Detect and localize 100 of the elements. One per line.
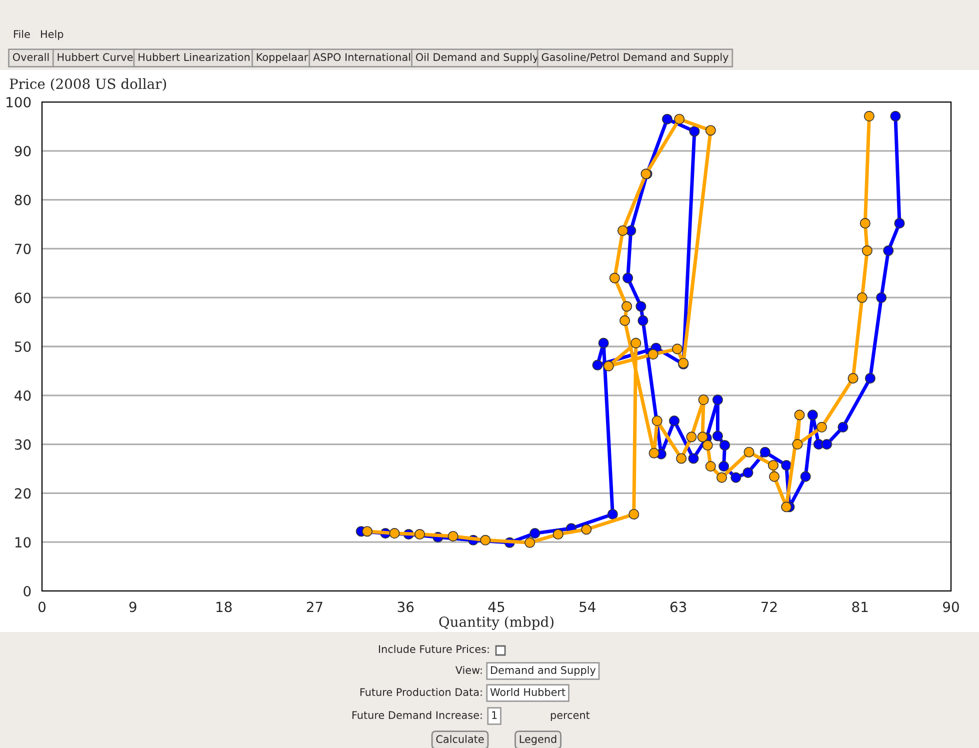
point <box>648 349 658 360</box>
point <box>718 461 730 472</box>
text: Demand and Supply <box>491 666 596 676</box>
point <box>705 125 716 136</box>
text: 1 <box>492 711 497 719</box>
point <box>414 528 426 540</box>
point <box>890 110 901 122</box>
point <box>864 110 874 122</box>
point <box>592 360 603 370</box>
point <box>719 440 730 451</box>
text: Koppelaar <box>256 52 308 64</box>
y-tick-label: 60 <box>14 292 31 304</box>
y-tick-label: 100 <box>6 96 31 108</box>
point <box>742 467 754 478</box>
point <box>816 422 827 432</box>
text: Include Future Prices: <box>378 644 489 654</box>
y-tick-label: 40 <box>14 390 31 401</box>
point <box>697 432 708 442</box>
text: World Hubbert <box>490 688 566 696</box>
y-tick-label: 30 <box>14 439 31 450</box>
point <box>716 472 728 483</box>
point <box>862 245 872 256</box>
y-tick-label: 20 <box>14 488 31 499</box>
text: Help <box>41 30 64 40</box>
text: Hubbert Linearization <box>138 52 250 62</box>
text: percent <box>550 712 590 722</box>
point <box>705 461 716 472</box>
x-tick-label: 9 <box>129 602 136 612</box>
text: Future Demand Increase: <box>352 710 482 720</box>
point <box>760 446 770 458</box>
point <box>619 315 630 326</box>
point <box>524 537 536 548</box>
point <box>689 126 700 137</box>
point <box>894 218 905 229</box>
y-axis-title: Price (2008 US dollar) <box>10 78 166 91</box>
point <box>674 114 685 124</box>
x-tick-label: 27 <box>306 602 322 612</box>
point <box>638 315 648 326</box>
text: Legend <box>520 734 556 746</box>
point <box>552 528 564 540</box>
x-tick-label: 81 <box>852 602 868 612</box>
point <box>628 508 640 520</box>
point <box>848 373 858 384</box>
y-tick-label: 80 <box>14 194 31 206</box>
x-tick-label: 63 <box>670 602 686 612</box>
text: Calculate <box>436 734 484 744</box>
point <box>389 528 400 539</box>
point <box>676 453 687 464</box>
x-tick-label: 90 <box>943 602 959 612</box>
point <box>662 114 672 124</box>
point <box>598 338 609 348</box>
point <box>636 301 646 312</box>
y-tick-label: 0 <box>24 586 31 596</box>
x-tick-label: 0 <box>38 602 46 612</box>
point <box>609 272 620 284</box>
x-tick-label: 72 <box>762 602 777 612</box>
x-tick-label: 45 <box>488 602 504 612</box>
point <box>856 292 868 303</box>
y-tick-label: 70 <box>15 244 31 254</box>
point <box>698 394 709 406</box>
point <box>668 416 680 426</box>
text: Hubbert Curve <box>58 52 133 62</box>
text: Future Production Data: <box>360 688 482 696</box>
point <box>792 439 803 450</box>
text: ASPO International <box>313 52 410 62</box>
point <box>860 218 870 229</box>
point <box>744 446 754 458</box>
point <box>768 460 779 471</box>
point <box>603 360 614 372</box>
point <box>530 528 540 539</box>
point <box>630 338 642 348</box>
text: View: <box>455 666 482 674</box>
point <box>821 439 832 450</box>
point <box>838 422 848 432</box>
text: Overall <box>12 52 49 62</box>
point <box>800 471 811 482</box>
point <box>807 410 818 420</box>
point <box>876 292 887 303</box>
x-tick-label: 36 <box>398 602 414 612</box>
point <box>864 373 876 384</box>
point <box>652 416 662 426</box>
point <box>781 502 792 512</box>
point <box>607 508 618 520</box>
point <box>688 453 699 464</box>
point <box>648 448 660 458</box>
point <box>622 301 632 312</box>
point <box>480 534 491 546</box>
point <box>448 530 458 542</box>
y-tick-label: 10 <box>15 537 31 548</box>
point <box>362 526 372 537</box>
y-tick-label: 90 <box>14 146 31 156</box>
text: Gasoline/Petrol Demand and Supply <box>542 52 728 64</box>
point <box>702 440 713 451</box>
point <box>883 245 894 256</box>
point <box>768 471 780 482</box>
point <box>712 430 723 442</box>
text: File <box>14 30 30 38</box>
point <box>622 272 634 284</box>
y-tick-label: 50 <box>14 341 31 352</box>
point <box>794 410 805 420</box>
